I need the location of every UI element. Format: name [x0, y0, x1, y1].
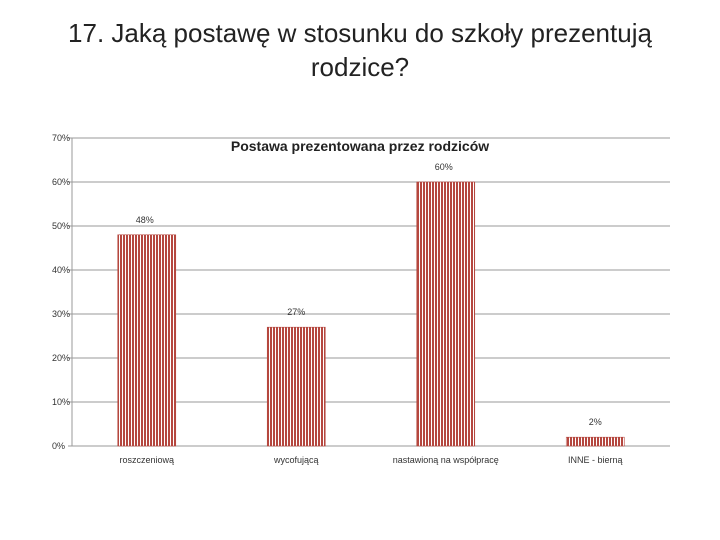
y-tick-label: 70%: [52, 133, 70, 143]
x-axis-category-labels: roszczeniową wycofującą nastawioną na wspó…: [119, 455, 622, 465]
bar: [416, 181, 476, 447]
data-label: 2%: [589, 417, 602, 427]
data-label: 60%: [435, 162, 453, 172]
y-tick-label: 60%: [52, 177, 70, 187]
slide-title: 17. Jaką postawę w stosunku do szkoły pr…: [68, 18, 652, 82]
data-label: 27%: [287, 307, 305, 317]
y-tick-label: 20%: [52, 353, 70, 363]
chart-title: Postawa prezentowana przez rodziców: [231, 138, 489, 154]
data-label: 48%: [136, 215, 154, 225]
data-labels: 48% 27% 60% 2%: [136, 162, 602, 427]
bar: [565, 436, 625, 447]
category-label: roszczeniową: [119, 455, 174, 465]
y-tick-label: 10%: [52, 397, 70, 407]
bar: [117, 234, 177, 447]
bars: [117, 181, 625, 447]
category-label: wycofującą: [273, 455, 319, 465]
y-tick-label: 0%: [52, 441, 65, 451]
y-tick-label: 30%: [52, 309, 70, 319]
y-axis-tick-labels: 0% 10% 20% 30% 40% 50% 60% 70%: [52, 133, 70, 451]
category-label: INNE - bierną: [568, 455, 623, 465]
bar: [266, 326, 326, 447]
y-tick-label: 40%: [52, 265, 70, 275]
y-tick-label: 50%: [52, 221, 70, 231]
category-label: nastawioną na współpracę: [393, 455, 499, 465]
